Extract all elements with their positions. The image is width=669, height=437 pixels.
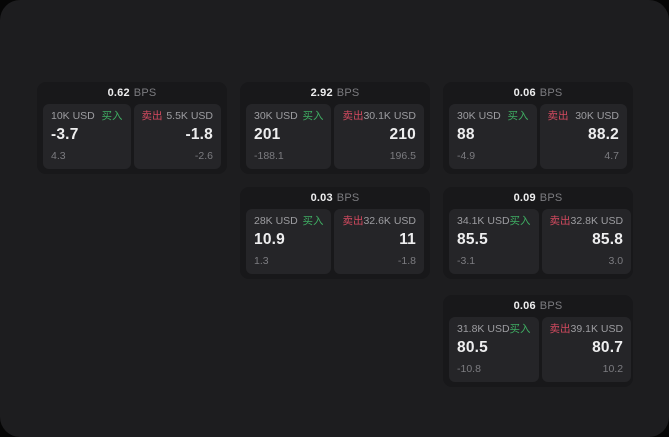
sell-amount: 30K USD <box>575 110 619 122</box>
sell-panel[interactable]: 卖出 30.1K USD 210 196.5 <box>334 104 424 169</box>
sell-panel[interactable]: 卖出 32.8K USD 85.8 3.0 <box>541 209 632 274</box>
card-header: 0.62 BPS <box>43 82 221 104</box>
price-panels: 30K USD 买入 88 -4.9 卖出 30K USD 88.2 4.7 <box>449 104 627 169</box>
sell-panel[interactable]: 卖出 32.6K USD 11 -1.8 <box>334 209 424 274</box>
buy-panel[interactable]: 31.8K USD 买入 80.5 -10.8 <box>449 317 539 382</box>
buy-amount: 10K USD <box>51 110 95 122</box>
bps-value: 0.03 <box>310 192 333 204</box>
sell-price: -1.8 <box>185 125 213 143</box>
buy-amount: 28K USD <box>254 215 298 227</box>
buy-price: 201 <box>254 125 281 143</box>
buy-amount: 31.8K USD <box>457 323 510 335</box>
price-panels: 30K USD 买入 201 -188.1 卖出 30.1K USD 210 1… <box>246 104 424 169</box>
price-panels: 10K USD 买入 -3.7 4.3 卖出 5.5K USD -1.8 -2.… <box>43 104 221 169</box>
sell-delta: 196.5 <box>389 150 416 163</box>
sell-price: 88.2 <box>588 125 619 143</box>
sell-amount: 32.8K USD <box>570 215 624 227</box>
buy-amount: 30K USD <box>254 110 298 122</box>
buy-panel[interactable]: 34.1K USD 买入 85.5 -3.1 <box>449 209 539 274</box>
buy-tag: 买入 <box>302 215 324 227</box>
sell-tag: 卖出 <box>549 215 571 227</box>
buy-price: 10.9 <box>254 230 285 248</box>
sell-amount: 32.6K USD <box>363 215 416 227</box>
sell-tag: 卖出 <box>342 215 364 227</box>
buy-price: -3.7 <box>51 125 79 143</box>
buy-tag: 买入 <box>507 110 529 122</box>
bps-value: 0.06 <box>513 300 536 312</box>
buy-tag: 买入 <box>509 323 531 335</box>
sell-price: 85.8 <box>592 230 624 248</box>
card-header: 0.06 BPS <box>449 82 627 104</box>
sell-amount: 39.1K USD <box>570 323 624 335</box>
bps-unit-label: BPS <box>539 87 563 99</box>
bps-unit-label: BPS <box>336 192 360 204</box>
buy-delta: 4.3 <box>51 150 66 163</box>
sell-delta: -2.6 <box>194 150 213 163</box>
sell-tag: 卖出 <box>342 110 364 122</box>
bps-value: 2.92 <box>310 87 333 99</box>
buy-tag: 买入 <box>302 110 324 122</box>
buy-delta: -3.1 <box>457 255 476 268</box>
bps-value: 0.09 <box>513 192 536 204</box>
quote-card-5: 0.09 BPS 34.1K USD 买入 85.5 -3.1 卖出 32.8K… <box>443 187 633 279</box>
card-header: 0.03 BPS <box>246 187 424 209</box>
quote-card-6: 0.06 BPS 31.8K USD 买入 80.5 -10.8 卖出 39.1… <box>443 295 633 387</box>
buy-amount: 30K USD <box>457 110 501 122</box>
sell-panel[interactable]: 卖出 39.1K USD 80.7 10.2 <box>541 317 632 382</box>
quote-card-1: 0.62 BPS 10K USD 买入 -3.7 4.3 卖出 5.5K USD… <box>37 82 227 174</box>
sell-delta: -1.8 <box>397 255 416 268</box>
buy-delta: -10.8 <box>457 363 481 376</box>
buy-delta: -4.9 <box>457 150 476 163</box>
price-panels: 28K USD 买入 10.9 1.3 卖出 32.6K USD 11 -1.8 <box>246 209 424 274</box>
quote-card-2: 2.92 BPS 30K USD 买入 201 -188.1 卖出 30.1K … <box>240 82 430 174</box>
buy-delta: -188.1 <box>254 150 284 163</box>
sell-price: 210 <box>389 125 416 143</box>
sell-amount: 5.5K USD <box>166 110 213 122</box>
sell-amount: 30.1K USD <box>363 110 416 122</box>
buy-price: 80.5 <box>457 338 488 356</box>
buy-panel[interactable]: 10K USD 买入 -3.7 4.3 <box>43 104 131 169</box>
buy-amount: 34.1K USD <box>457 215 510 227</box>
quote-card-3: 0.06 BPS 30K USD 买入 88 -4.9 卖出 30K USD 8… <box>443 82 633 174</box>
bps-unit-label: BPS <box>539 192 563 204</box>
sell-price: 80.7 <box>592 338 624 356</box>
sell-panel[interactable]: 卖出 5.5K USD -1.8 -2.6 <box>133 104 221 169</box>
sell-delta: 4.7 <box>604 150 619 163</box>
sell-panel[interactable]: 卖出 30K USD 88.2 4.7 <box>539 104 627 169</box>
bps-value: 0.62 <box>107 87 130 99</box>
sell-delta: 3.0 <box>608 255 624 268</box>
sell-delta: 10.2 <box>602 363 624 376</box>
quote-card-4: 0.03 BPS 28K USD 买入 10.9 1.3 卖出 32.6K US… <box>240 187 430 279</box>
bps-unit-label: BPS <box>133 87 157 99</box>
card-header: 0.09 BPS <box>449 187 627 209</box>
card-header: 0.06 BPS <box>449 295 627 317</box>
price-panels: 31.8K USD 买入 80.5 -10.8 卖出 39.1K USD 80.… <box>449 317 632 382</box>
sell-tag: 卖出 <box>141 110 163 122</box>
card-header: 2.92 BPS <box>246 82 424 104</box>
bps-value: 0.06 <box>513 87 536 99</box>
sell-tag: 卖出 <box>549 323 571 335</box>
sell-tag: 卖出 <box>547 110 569 122</box>
bps-unit-label: BPS <box>539 300 563 312</box>
buy-tag: 买入 <box>101 110 123 122</box>
buy-tag: 买入 <box>509 215 531 227</box>
bps-unit-label: BPS <box>336 87 360 99</box>
buy-price: 88 <box>457 125 475 143</box>
sell-price: 11 <box>399 230 416 248</box>
buy-delta: 1.3 <box>254 255 269 268</box>
price-panels: 34.1K USD 买入 85.5 -3.1 卖出 32.8K USD 85.8… <box>449 209 632 274</box>
buy-panel[interactable]: 30K USD 买入 88 -4.9 <box>449 104 537 169</box>
buy-panel[interactable]: 28K USD 买入 10.9 1.3 <box>246 209 332 274</box>
buy-panel[interactable]: 30K USD 买入 201 -188.1 <box>246 104 332 169</box>
buy-price: 85.5 <box>457 230 488 248</box>
